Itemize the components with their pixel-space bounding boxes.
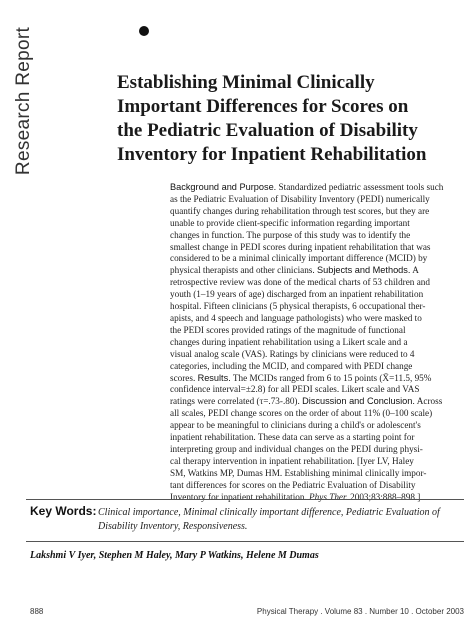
section-label-text: Research Report <box>13 26 34 176</box>
key-words-line: Disability Inventory, Responsiveness. <box>98 521 248 532</box>
abstract-line: categories, including the MCID, and comp… <box>170 360 413 371</box>
title-line: the Pediatric Evaluation of Disability <box>117 120 418 141</box>
abstract-line: scores. Results. The MCIDs ranged from 6… <box>170 373 468 385</box>
abstract-line: physical therapists and other clinicians… <box>170 265 468 277</box>
abstract-text: A <box>412 265 419 276</box>
title-line: Establishing Minimal Clinically <box>117 72 375 93</box>
abstract-text: ratings were correlated (τ=.73-.80). <box>170 396 300 407</box>
section-label: Research Report <box>4 16 44 186</box>
key-words-bottom-rule <box>26 541 464 542</box>
abstract-text: scores. <box>170 372 196 383</box>
abstract: Background and Purpose. Standardized ped… <box>170 182 468 503</box>
abstract-text: The MCIDs ranged from 6 to 15 points (X̄… <box>232 372 432 383</box>
journal-footer: Physical Therapy . Volume 83 . Number 10… <box>256 607 464 616</box>
title-line: Important Differences for Scores on <box>117 96 409 117</box>
abstract-text: Inventory for inpatient rehabilitation. <box>170 491 307 502</box>
abstract-line: changes in function. The purpose of this… <box>170 229 411 240</box>
abstract-line: ratings were correlated (τ=.73-.80). Dis… <box>170 396 468 408</box>
abstract-line: apists, and 4 speech and language pathol… <box>170 312 422 323</box>
abstract-line: as the Pediatric Evaluation of Disabilit… <box>170 193 430 204</box>
results-heading: Results. <box>197 372 231 383</box>
methods-heading: Subjects and Methods. <box>316 265 411 276</box>
background-heading: Background and Purpose. <box>170 182 277 192</box>
abstract-line: appear to be meaningful to clinicians du… <box>170 420 421 431</box>
abstract-line: SM, Watkins MP, Dumas HM. Establishing m… <box>170 467 427 478</box>
author-list: Lakshmi V Iyer, Stephen M Haley, Mary P … <box>30 550 319 561</box>
abstract-line: tant differences for scores on the Pedia… <box>170 479 416 490</box>
abstract-line: cal therapy intervention in inpatient re… <box>170 455 414 466</box>
key-words-heading: Key Words: <box>30 504 97 518</box>
abstract-text: physical therapists and other clinicians… <box>170 265 315 276</box>
abstract-line: quantify changes during rehabilitation t… <box>170 205 430 216</box>
abstract-line: the PEDI scores provided ratings of the … <box>170 324 406 335</box>
abstract-line: all scales, PEDI change scores on the or… <box>170 408 433 419</box>
abstract-line: unable to provide client-specific inform… <box>170 217 410 228</box>
abstract-line: youth (1–19 years of age) discharged fro… <box>170 289 424 300</box>
key-words-text: Clinical importance, Minimal clinically … <box>98 506 470 534</box>
abstract-line: visual analog scale (VAS). Ratings by cl… <box>170 348 415 359</box>
abstract-line: retrospective review was done of the med… <box>170 277 430 288</box>
abstract-line: smallest change in PEDI scores during in… <box>170 241 431 252</box>
abstract-line: hospital. Fifteen clinicians (5 physical… <box>170 301 426 312</box>
discussion-heading: Discussion and Conclusion. <box>302 396 415 407</box>
article-title: Establishing Minimal Clinically Importan… <box>117 71 467 167</box>
abstract-text: 2003;83:888–898.] <box>350 491 421 502</box>
abstract-line: changes during inpatient rehabilitation … <box>170 336 408 347</box>
key-words-top-rule <box>26 499 464 500</box>
title-line: Inventory for Inpatient Rehabilitation <box>117 144 427 165</box>
abstract-text: Across <box>416 396 443 407</box>
abstract-line: interpreting group and individual change… <box>170 443 423 454</box>
abstract-line: inpatient rehabilitation. These data can… <box>170 432 415 443</box>
abstract-line: considered to be a minimal clinically im… <box>170 253 428 264</box>
page-number: 888 <box>30 607 44 616</box>
abstract-line: confidence interval=±2.8) for all PEDI s… <box>170 384 420 395</box>
abstract-line: Inventory for inpatient rehabilitation. … <box>170 492 468 504</box>
key-words-line: Clinical importance, Minimal clinically … <box>98 507 440 518</box>
abstract-text: Standardized pediatric assessment tools … <box>278 182 444 192</box>
bullet-dot-decoration <box>139 26 149 36</box>
citation-journal: Phys Ther. <box>309 491 348 502</box>
abstract-line: Background and Purpose. Standardized ped… <box>170 182 468 194</box>
